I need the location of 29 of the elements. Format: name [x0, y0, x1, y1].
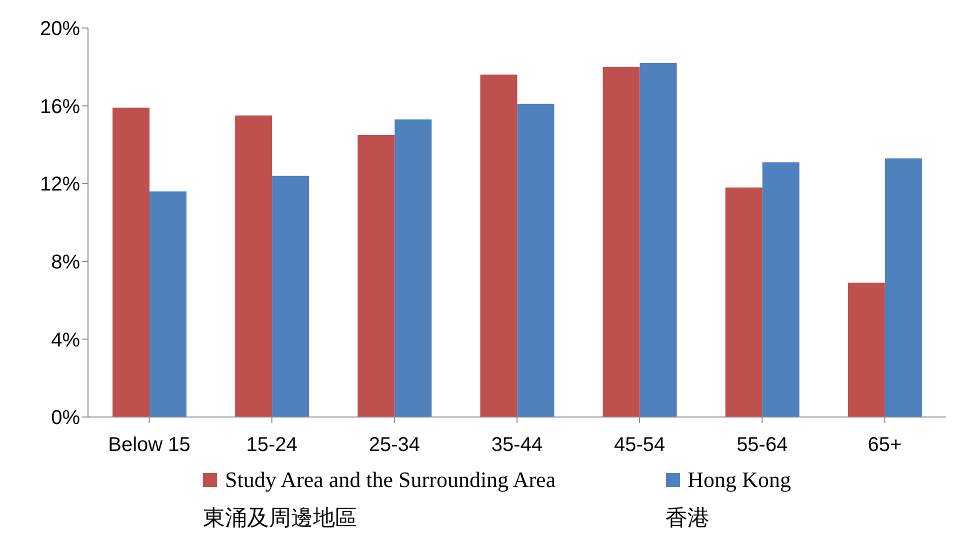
- x-tick-label: 35-44: [491, 434, 543, 456]
- y-tick-label: 8%: [51, 252, 80, 274]
- x-tick-label: 15-24: [246, 434, 298, 456]
- bar: [602, 66, 640, 417]
- bar: [394, 119, 432, 417]
- bar: [235, 116, 272, 417]
- bar: [848, 282, 885, 417]
- y-tick-label: 12%: [40, 174, 80, 196]
- y-tick-label: 0%: [51, 407, 80, 430]
- y-tick-label: 16%: [40, 96, 80, 118]
- x-tick-label: 25-34: [368, 434, 420, 456]
- bar: [358, 134, 395, 417]
- bar: [150, 191, 187, 417]
- y-tick-label: 20%: [40, 18, 80, 40]
- bar: [272, 176, 310, 417]
- y-tick-label: 4%: [51, 329, 80, 352]
- x-tick-label: 45-54: [614, 434, 666, 456]
- x-tick-label: 65+: [868, 434, 902, 456]
- x-tick-label: Below 15: [108, 434, 190, 456]
- bar: [112, 108, 150, 417]
- legend-label: Study Area and the Surrounding Area 東涌及周邊地區: [203, 467, 556, 532]
- bar: [884, 158, 922, 417]
- bar: [517, 104, 554, 417]
- bar: [640, 63, 677, 417]
- x-tick-label: 55-64: [736, 434, 788, 456]
- bar: [480, 74, 518, 417]
- bar: [725, 187, 762, 417]
- bar: [762, 162, 800, 417]
- legend-label: Hong Kong 香港: [666, 467, 791, 532]
